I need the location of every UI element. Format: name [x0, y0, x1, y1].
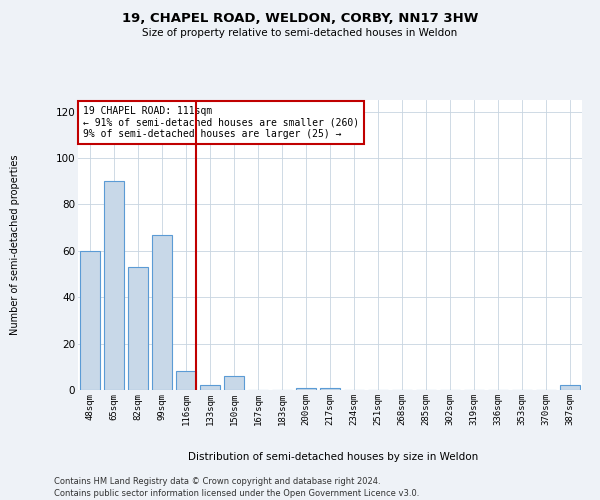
Bar [80, 251, 100, 390]
Bar [560, 386, 580, 390]
Text: Contains HM Land Registry data © Crown copyright and database right 2024.: Contains HM Land Registry data © Crown c… [54, 478, 380, 486]
Bar [320, 388, 340, 390]
Bar [296, 388, 316, 390]
Bar [200, 386, 220, 390]
Bar [104, 181, 124, 390]
Text: 19 CHAPEL ROAD: 111sqm
← 91% of semi-detached houses are smaller (260)
9% of sem: 19 CHAPEL ROAD: 111sqm ← 91% of semi-det… [83, 106, 359, 139]
Text: Distribution of semi-detached houses by size in Weldon: Distribution of semi-detached houses by … [188, 452, 478, 462]
Bar [176, 372, 196, 390]
Bar [224, 376, 244, 390]
Text: Size of property relative to semi-detached houses in Weldon: Size of property relative to semi-detach… [142, 28, 458, 38]
Text: Number of semi-detached properties: Number of semi-detached properties [10, 155, 20, 335]
Text: Contains public sector information licensed under the Open Government Licence v3: Contains public sector information licen… [54, 489, 419, 498]
Text: 19, CHAPEL ROAD, WELDON, CORBY, NN17 3HW: 19, CHAPEL ROAD, WELDON, CORBY, NN17 3HW [122, 12, 478, 26]
Bar [128, 267, 148, 390]
Bar [152, 234, 172, 390]
